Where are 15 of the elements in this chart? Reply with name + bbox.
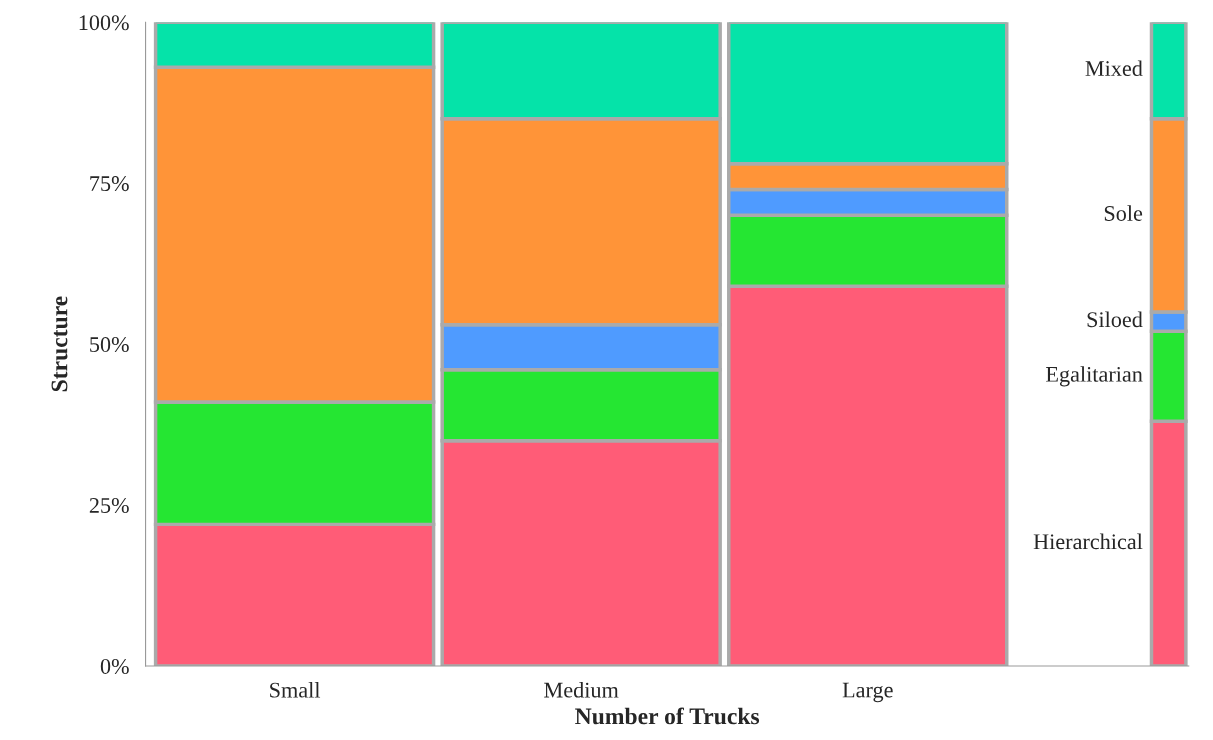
- x-tick-label: Small: [270, 681, 321, 698]
- y-tick-label: 75%: [90, 176, 129, 192]
- series-label: Mixed: [1085, 60, 1143, 77]
- y-tick-label: 50%: [90, 337, 129, 353]
- x-tick-label: Large: [842, 682, 893, 703]
- y-tick-label: 100%: [79, 15, 129, 31]
- x-tick-label: Medium: [544, 681, 619, 698]
- y-axis-title: Structure: [51, 296, 68, 392]
- series-label: Sole: [1104, 205, 1143, 221]
- y-tick-label: 25%: [89, 497, 129, 514]
- x-axis-title: Number of Trucks: [575, 707, 760, 725]
- series-label: Hierarchical: [1033, 533, 1143, 550]
- y-tick-label: 0%: [100, 658, 129, 674]
- series-label: Egalitarian: [1046, 366, 1143, 387]
- series-label: Siloed: [1087, 311, 1143, 328]
